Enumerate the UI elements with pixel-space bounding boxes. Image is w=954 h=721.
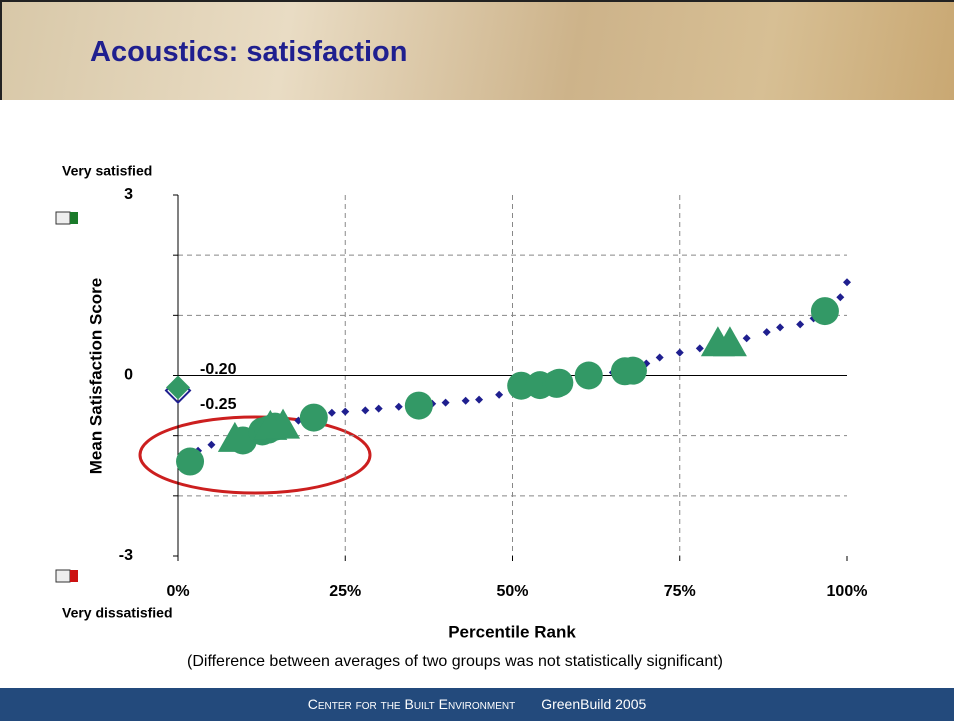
point — [361, 406, 369, 414]
chart: Very satisfied Very dissatisfied Percent… — [0, 0, 954, 688]
point — [763, 328, 771, 336]
point — [676, 349, 684, 357]
point — [776, 323, 784, 331]
point — [811, 297, 839, 325]
y-bottom-label: Very dissatisfied — [62, 605, 173, 621]
x-axis-label: Percentile Rank — [448, 622, 576, 641]
footer-event: GreenBuild 2005 — [541, 696, 646, 712]
data-label: -0.20 — [200, 361, 237, 378]
point — [843, 278, 851, 286]
point — [176, 448, 204, 476]
y-tick-label: 0 — [124, 367, 133, 384]
data-label: -0.25 — [200, 396, 237, 413]
x-tick-label: 100% — [827, 583, 868, 600]
y-axis-label: Mean Satisfaction Score — [86, 278, 105, 475]
point — [341, 408, 349, 416]
footer: Center for the Built Environment GreenBui… — [0, 688, 954, 721]
point — [300, 404, 328, 432]
point — [545, 369, 573, 397]
thumb-up-icon — [56, 212, 78, 224]
x-tick-label: 0% — [166, 583, 189, 600]
x-tick-label: 50% — [496, 583, 528, 600]
point — [462, 397, 470, 405]
thumb-down-icon — [56, 570, 78, 582]
point — [328, 409, 336, 417]
point — [743, 334, 751, 342]
point — [395, 403, 403, 411]
note: (Difference between averages of two grou… — [187, 653, 723, 670]
y-top-label: Very satisfied — [62, 163, 152, 179]
slide: Acoustics: satisfaction Very satisfied V… — [0, 0, 954, 721]
point — [619, 357, 647, 385]
point — [575, 362, 603, 390]
x-tick-label: 75% — [664, 583, 696, 600]
point — [405, 392, 433, 420]
point — [375, 405, 383, 413]
point — [696, 344, 704, 352]
point — [442, 399, 450, 407]
x-tick-label: 25% — [329, 583, 361, 600]
point — [475, 396, 483, 404]
y-tick-label: 3 — [124, 186, 133, 203]
point — [836, 293, 844, 301]
y-tick-label: -3 — [119, 547, 133, 564]
point — [207, 441, 215, 449]
point — [796, 320, 804, 328]
point — [656, 353, 664, 361]
point — [166, 376, 190, 400]
point — [495, 391, 503, 399]
footer-org: Center for the Built Environment — [308, 696, 516, 712]
